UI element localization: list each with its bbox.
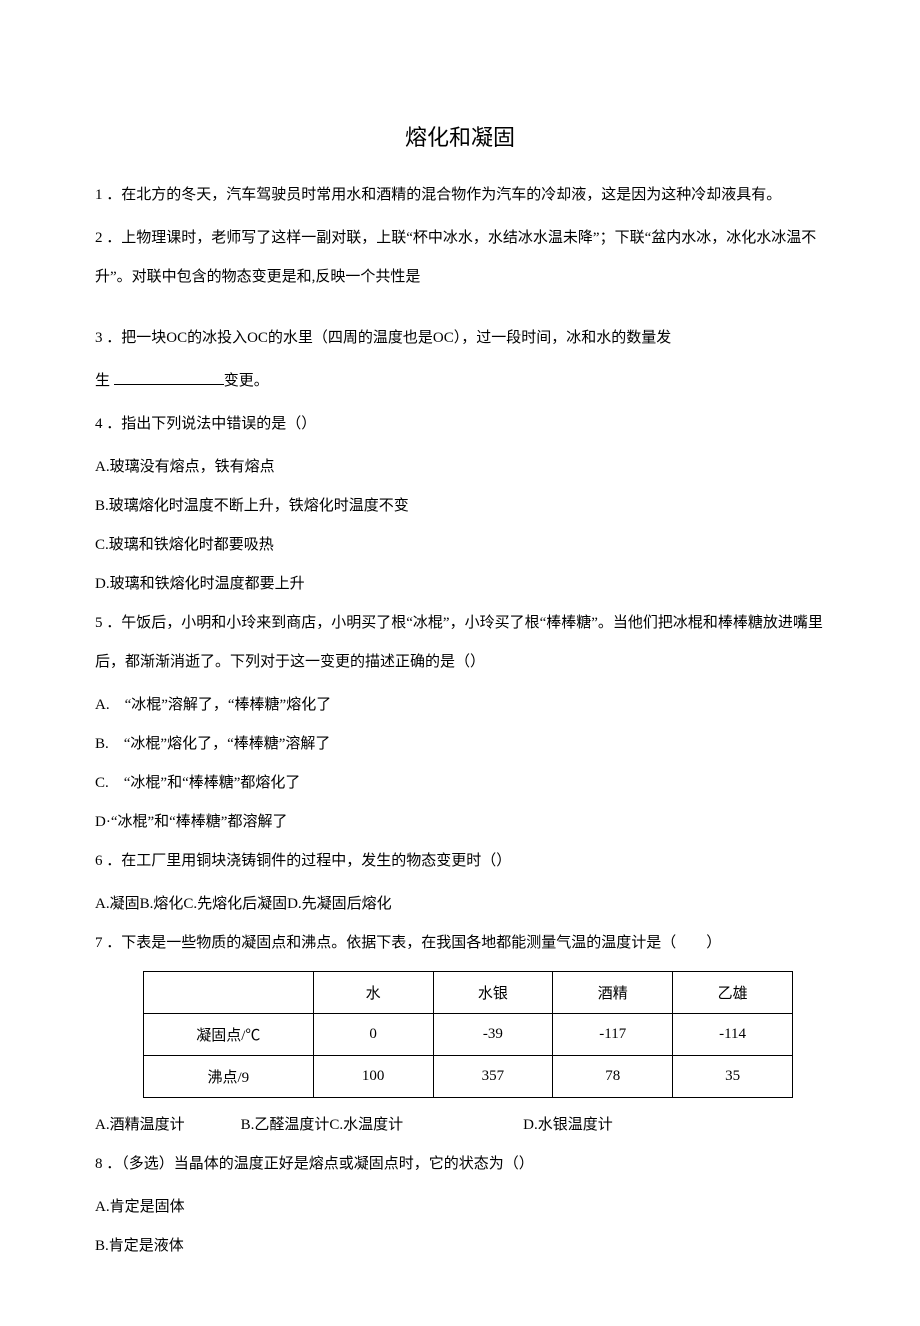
table-header-mercury: 水银: [433, 972, 553, 1014]
table-header-alcohol: 酒精: [553, 972, 673, 1014]
question-3-line1: 3 ．把一块OC的冰投入OC的水里（四周的温度也是OC），过一段时间，冰和水的数…: [95, 319, 825, 358]
question-3-line2: 生 变更。: [95, 362, 825, 401]
q3-suffix: 变更。: [224, 373, 269, 389]
table-cell: 100: [313, 1056, 433, 1098]
table-header-ether: 乙雄: [673, 972, 793, 1014]
table-cell: 78: [553, 1056, 673, 1098]
q7-option-a: A.酒精温度计: [95, 1117, 185, 1133]
substance-table: 水 水银 酒精 乙雄 凝固点/℃ 0 -39 -117 -114 沸点/9 10…: [143, 971, 793, 1098]
q7-option-d: D.水银温度计: [523, 1117, 613, 1133]
q5-option-d: D·“冰棍”和“棒棒糖”都溶解了: [95, 803, 825, 842]
table-header-water: 水: [313, 972, 433, 1014]
table-cell: 357: [433, 1056, 553, 1098]
q8-option-a: A.肯定是固体: [95, 1188, 825, 1227]
row-label-freezing: 凝固点/℃: [144, 1014, 314, 1056]
table-header-empty: [144, 972, 314, 1014]
question-2: 2 ．上物理课时，老师写了这样一副对联，上联“杯中冰水，水结冰水温未降”；下联“…: [95, 219, 825, 297]
row-label-boiling: 沸点/9: [144, 1056, 314, 1098]
table-cell: -117: [553, 1014, 673, 1056]
q4-option-a: A.玻璃没有熔点，铁有熔点: [95, 448, 825, 487]
q4-option-c: C.玻璃和铁熔化时都要吸热: [95, 526, 825, 565]
q5-option-c: C. “冰棍”和“棒棒糖”都熔化了: [95, 764, 825, 803]
q7-options-line: A.酒精温度计 B.乙醛温度计C.水温度计 D.水银温度计: [95, 1106, 825, 1145]
question-8: 8 ．（多选）当晶体的温度正好是熔点或凝固点时，它的状态为（）: [95, 1145, 825, 1184]
question-1: 1 ．在北方的冬天，汽车驾驶员时常用水和酒精的混合物作为汽车的冷却液，这是因为这…: [95, 176, 825, 215]
question-4: 4 ．指出下列说法中错误的是（）: [95, 405, 825, 444]
blank-input[interactable]: [114, 370, 224, 385]
table-header-row: 水 水银 酒精 乙雄: [144, 972, 793, 1014]
table-cell: 35: [673, 1056, 793, 1098]
table-cell: -114: [673, 1014, 793, 1056]
q4-option-b: B.玻璃熔化时温度不断上升，铁熔化时温度不变: [95, 487, 825, 526]
table-row: 凝固点/℃ 0 -39 -117 -114: [144, 1014, 793, 1056]
table-row: 沸点/9 100 357 78 35: [144, 1056, 793, 1098]
question-5: 5 ．午饭后，小明和小玲来到商店，小明买了根“冰棍”，小玲买了根“棒棒糖”。当他…: [95, 604, 825, 682]
q7-option-bc: B.乙醛温度计C.水温度计: [241, 1117, 404, 1133]
question-7: 7 ．下表是一些物质的凝固点和沸点。依据下表，在我国各地都能测量气温的温度计是（…: [95, 924, 825, 963]
q5-option-b: B. “冰棍”熔化了，“棒棒糖”溶解了: [95, 725, 825, 764]
question-6: 6 ．在工厂里用铜块浇铸铜件的过程中，发生的物态变更时（）: [95, 842, 825, 881]
q5-option-a: A. “冰棍”溶解了，“棒棒糖”熔化了: [95, 686, 825, 725]
page-title: 熔化和凝固: [95, 120, 825, 152]
table-cell: -39: [433, 1014, 553, 1056]
q3-prefix: 生: [95, 373, 114, 389]
table-cell: 0: [313, 1014, 433, 1056]
q8-option-b: B.肯定是液体: [95, 1227, 825, 1266]
q6-options: A.凝固B.熔化C.先熔化后凝固D.先凝固后熔化: [95, 885, 825, 924]
q4-option-d: D.玻璃和铁熔化时温度都要上升: [95, 565, 825, 604]
